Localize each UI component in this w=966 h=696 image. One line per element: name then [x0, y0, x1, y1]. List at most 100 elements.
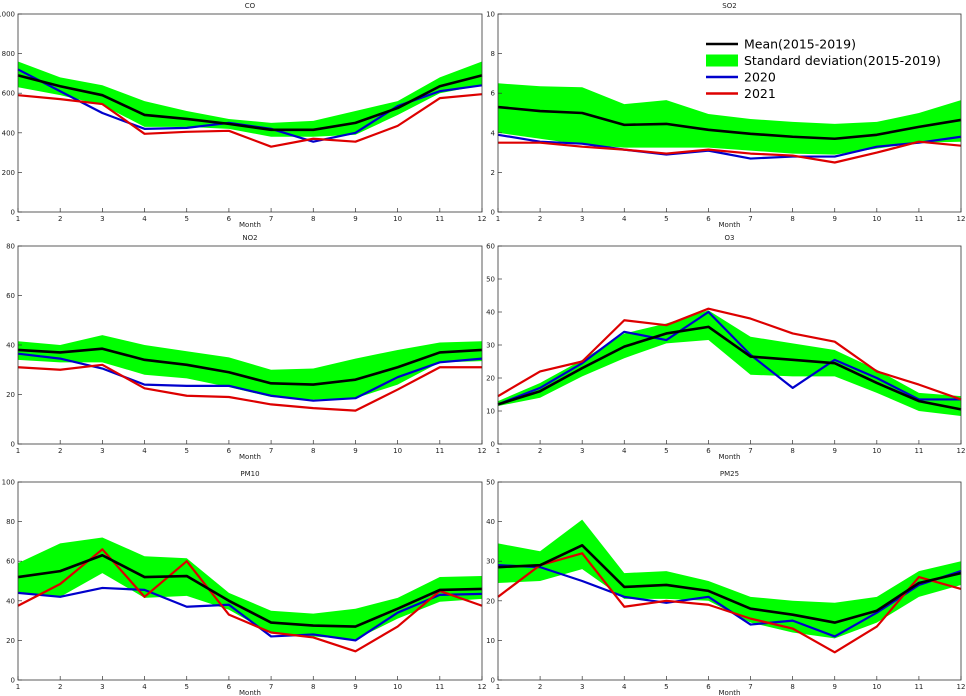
o3-y-tick-label: 50 — [486, 276, 495, 284]
pm25-x-tick-label: 6 — [706, 683, 711, 691]
so2-x-tick-label: 5 — [664, 215, 668, 223]
legend-swatch-band — [706, 54, 738, 67]
pm10-x-tick-label: 3 — [100, 683, 104, 691]
co-x-tick-label: 9 — [353, 215, 357, 223]
co-x-tick-label: 7 — [269, 215, 273, 223]
pm10-x-tick-label: 8 — [311, 683, 315, 691]
co-line-mean — [17, 74, 483, 132]
pm10-x-tick-label: 12 — [478, 683, 487, 691]
pm10-axes-frame — [17, 481, 483, 681]
co-x-tick-label: 2 — [58, 215, 62, 223]
pm10-sd-band — [18, 537, 482, 640]
legend-label-mean: Mean(2015-2019) — [744, 37, 856, 52]
o3-x-tick-label: 6 — [706, 447, 711, 455]
panel-co: 12345678910111202004006008001000COMonth — [0, 2, 486, 229]
no2-x-tick-label: 2 — [58, 447, 62, 455]
pm25-y-tick-label: 30 — [486, 558, 495, 566]
co-x-tick-label: 8 — [311, 215, 315, 223]
o3-x-tick-label: 12 — [957, 447, 966, 455]
no2-x-tick-label: 3 — [100, 447, 104, 455]
co-x-tick-label: 10 — [393, 215, 402, 223]
co-y-tick-label: 600 — [2, 90, 15, 98]
so2-x-tick-label: 7 — [748, 215, 752, 223]
o3-sd-band — [498, 310, 961, 416]
pm10-x-tick-label: 1 — [16, 683, 20, 691]
so2-x-tick-label: 11 — [914, 215, 923, 223]
legend: Mean(2015-2019)Standard deviation(2015-2… — [706, 37, 941, 101]
pm25-y-tick-label: 0 — [491, 677, 495, 685]
pm25-y-tick-label: 40 — [486, 518, 495, 526]
no2-y-tick-label: 0 — [11, 441, 15, 449]
co-y-tick-label: 0 — [11, 209, 15, 217]
no2-x-tick-label: 11 — [435, 447, 444, 455]
pm25-x-tick-label: 1 — [496, 683, 500, 691]
so2-line-2020 — [497, 133, 962, 160]
so2-y-tick-label: 2 — [491, 169, 495, 177]
pm25-axes-frame — [497, 481, 962, 681]
pm25-x-tick-label: 5 — [664, 683, 668, 691]
no2-x-tick-label: 12 — [478, 447, 487, 455]
pm10-y-tick-label: 60 — [6, 558, 15, 566]
o3-line-2021 — [497, 307, 962, 401]
no2-x-tick-label: 10 — [393, 447, 402, 455]
so2-x-tick-label: 10 — [872, 215, 881, 223]
pm25-x-tick-label: 9 — [832, 683, 836, 691]
co-title: CO — [245, 2, 256, 10]
o3-x-tick-label: 3 — [580, 447, 584, 455]
so2-title: SO2 — [722, 2, 736, 10]
o3-x-tick-label: 9 — [832, 447, 836, 455]
co-x-tick-label: 12 — [478, 215, 487, 223]
o3-y-tick-label: 40 — [486, 309, 495, 317]
o3-line-2020 — [497, 310, 961, 406]
legend-label-band: Standard deviation(2015-2019) — [744, 53, 941, 68]
so2-x-tick-label: 12 — [957, 215, 966, 223]
o3-x-tick-label: 8 — [790, 447, 794, 455]
no2-y-tick-label: 20 — [6, 391, 15, 399]
pm25-title: PM25 — [720, 470, 739, 478]
no2-y-tick-label: 80 — [6, 243, 15, 251]
pm25-y-tick-label: 10 — [486, 637, 495, 645]
so2-x-tick-label: 8 — [790, 215, 794, 223]
co-x-tick-label: 3 — [100, 215, 104, 223]
pm10-x-tick-label: 10 — [393, 683, 402, 691]
pm10-x-tick-label: 9 — [353, 683, 357, 691]
no2-x-tick-label: 5 — [184, 447, 188, 455]
pm10-y-tick-label: 20 — [6, 637, 15, 645]
o3-x-tick-label: 5 — [664, 447, 668, 455]
pm10-x-tick-label: 6 — [227, 683, 232, 691]
so2-x-tick-label: 3 — [580, 215, 584, 223]
co-x-tick-label: 11 — [435, 215, 444, 223]
o3-y-tick-label: 10 — [486, 408, 495, 416]
o3-y-tick-label: 20 — [486, 375, 495, 383]
co-x-tick-label: 5 — [184, 215, 188, 223]
co-y-tick-label: 200 — [2, 169, 15, 177]
pm10-title: PM10 — [240, 470, 259, 478]
pm10-x-tick-label: 5 — [184, 683, 188, 691]
pm25-xlabel: Month — [719, 689, 741, 696]
so2-x-tick-label: 2 — [538, 215, 542, 223]
pm10-line-2020 — [17, 586, 483, 642]
so2-x-tick-label: 6 — [706, 215, 711, 223]
o3-x-tick-label: 4 — [622, 447, 627, 455]
o3-y-tick-label: 30 — [486, 342, 495, 350]
o3-x-tick-label: 7 — [748, 447, 752, 455]
o3-y-tick-label: 0 — [491, 441, 495, 449]
no2-y-tick-label: 40 — [6, 342, 15, 350]
pm25-x-tick-label: 10 — [872, 683, 881, 691]
pm10-x-tick-label: 7 — [269, 683, 273, 691]
pm10-y-tick-label: 100 — [2, 479, 15, 487]
so2-x-tick-label: 9 — [832, 215, 836, 223]
co-y-tick-label: 800 — [2, 50, 15, 58]
o3-x-tick-label: 1 — [496, 447, 500, 455]
no2-x-tick-label: 1 — [16, 447, 20, 455]
o3-x-tick-label: 10 — [872, 447, 881, 455]
no2-x-tick-label: 9 — [353, 447, 357, 455]
co-x-tick-label: 6 — [227, 215, 232, 223]
pm25-x-tick-label: 4 — [622, 683, 627, 691]
so2-y-tick-label: 0 — [491, 209, 495, 217]
so2-line-2021 — [498, 140, 962, 164]
o3-title: O3 — [725, 234, 735, 242]
pm10-xlabel: Month — [239, 689, 261, 696]
